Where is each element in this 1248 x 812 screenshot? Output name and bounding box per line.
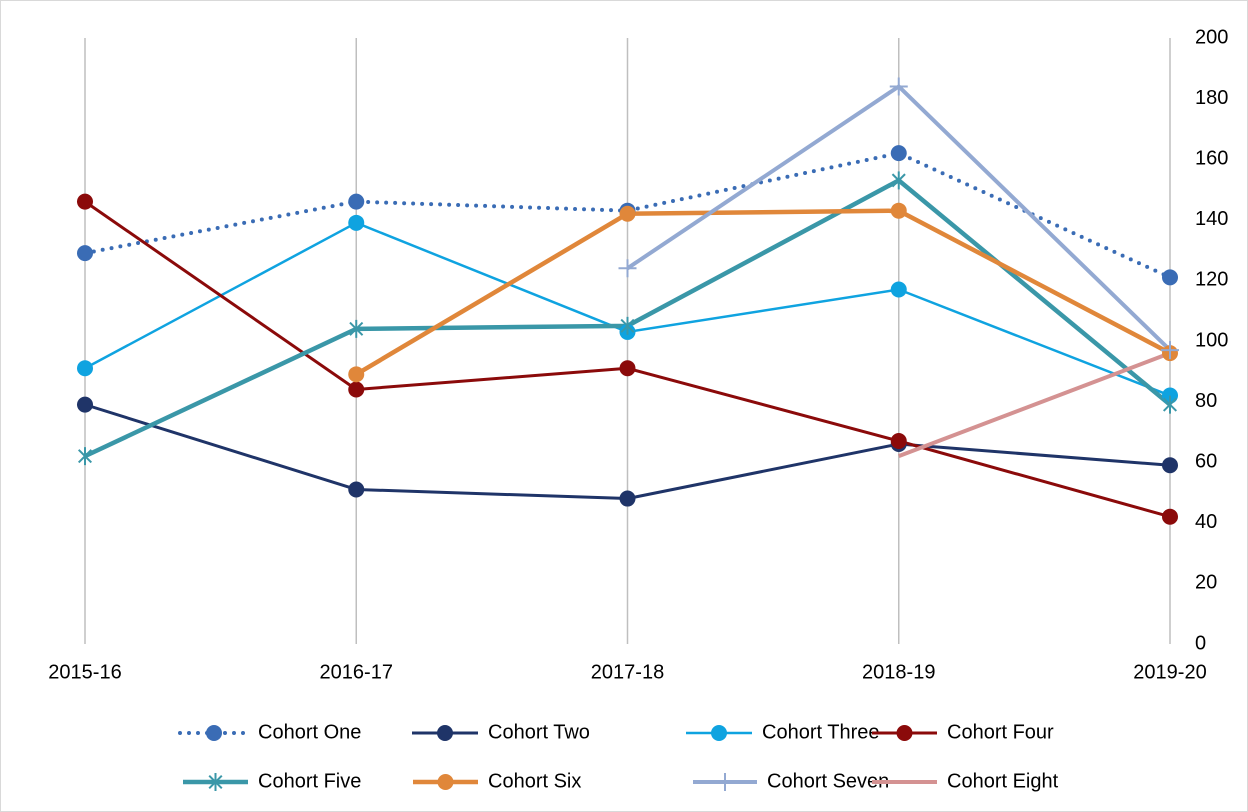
point — [206, 725, 222, 741]
y-tick-label: 0 — [1195, 632, 1206, 654]
point — [1162, 395, 1178, 414]
point — [77, 193, 93, 210]
y-tick-label: 60 — [1195, 450, 1217, 472]
point — [348, 366, 365, 383]
series-line — [898, 351, 1171, 459]
legend-label: Cohort Five — [258, 770, 361, 792]
y-tick-label: 140 — [1195, 208, 1228, 230]
legend-label: Cohort Six — [488, 770, 581, 792]
point — [890, 202, 907, 219]
legend-label: Cohort Eight — [947, 770, 1059, 792]
point — [348, 193, 365, 210]
y-tick-label: 40 — [1195, 511, 1217, 533]
legend-item: Cohort Eight — [872, 770, 1059, 792]
x-tick-label: 2019-20 — [1133, 661, 1206, 683]
point — [890, 432, 907, 449]
point — [1161, 341, 1179, 360]
legend-label: Cohort Two — [488, 721, 590, 743]
point — [896, 725, 913, 741]
legend-item: Cohort Four — [872, 721, 1054, 743]
legend-item: Cohort Seven — [693, 770, 889, 792]
point — [208, 773, 223, 791]
point — [348, 381, 365, 398]
legend-label: Cohort One — [258, 721, 361, 743]
y-tick-label: 120 — [1195, 269, 1228, 291]
series-line — [355, 208, 1172, 377]
point — [711, 725, 727, 741]
legend-item: Cohort One — [178, 721, 361, 743]
point — [437, 774, 454, 790]
point — [77, 360, 93, 377]
x-tick-label: 2017-18 — [591, 661, 664, 683]
legend-item: Cohort Two — [412, 721, 590, 743]
point — [77, 245, 93, 262]
legend-item: Cohort Five — [183, 770, 361, 792]
x-tick-label: 2018-19 — [862, 661, 935, 683]
y-tick-label: 180 — [1195, 87, 1228, 109]
legend-label: Cohort Seven — [767, 770, 889, 792]
point — [619, 490, 636, 507]
y-tick-label: 80 — [1195, 390, 1217, 412]
point — [1162, 269, 1178, 286]
point — [619, 360, 636, 377]
legend-item: Cohort Six — [413, 770, 581, 792]
x-tick-label: 2015-16 — [48, 661, 121, 683]
legend-label: Cohort Four — [947, 721, 1054, 743]
legend-label: Cohort Three — [762, 721, 879, 743]
point — [348, 214, 365, 231]
point — [1162, 457, 1178, 474]
y-tick-label: 200 — [1195, 26, 1228, 48]
point — [619, 205, 636, 222]
point — [1162, 508, 1178, 525]
y-tick-label: 20 — [1195, 572, 1217, 594]
legend-item: Cohort Three — [686, 721, 879, 743]
point — [77, 396, 93, 413]
point — [77, 447, 93, 466]
point — [889, 77, 908, 96]
point — [349, 319, 364, 338]
point — [890, 281, 907, 298]
point — [348, 481, 365, 498]
point — [620, 316, 635, 335]
point — [716, 773, 734, 791]
point — [891, 171, 906, 190]
y-tick-label: 100 — [1195, 329, 1228, 351]
point — [618, 259, 637, 278]
point — [890, 145, 907, 162]
point — [437, 725, 453, 741]
x-tick-label: 2016-17 — [320, 661, 393, 683]
y-tick-label: 160 — [1195, 147, 1228, 169]
